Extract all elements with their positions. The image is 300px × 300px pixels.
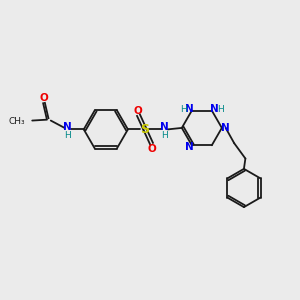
Text: CH₃: CH₃ — [9, 117, 26, 126]
Text: H: H — [181, 106, 187, 115]
Text: H: H — [217, 106, 224, 115]
Text: O: O — [148, 143, 156, 154]
Text: H: H — [64, 131, 71, 140]
Text: O: O — [134, 106, 142, 116]
Text: N: N — [160, 122, 169, 132]
Text: N: N — [210, 104, 219, 114]
Text: N: N — [185, 104, 194, 114]
Text: S: S — [140, 123, 149, 136]
Text: N: N — [221, 123, 230, 133]
Text: N: N — [63, 122, 72, 132]
Text: H: H — [161, 131, 167, 140]
Text: N: N — [185, 142, 194, 152]
Text: O: O — [40, 93, 49, 103]
